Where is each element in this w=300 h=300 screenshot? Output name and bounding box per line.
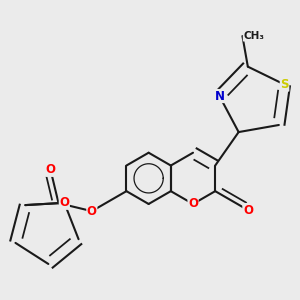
Text: O: O bbox=[188, 197, 198, 211]
Text: O: O bbox=[59, 196, 69, 209]
Text: N: N bbox=[214, 89, 224, 103]
Text: S: S bbox=[280, 78, 289, 91]
Text: CH₃: CH₃ bbox=[243, 31, 264, 41]
Text: O: O bbox=[243, 203, 253, 217]
Text: O: O bbox=[87, 205, 97, 218]
Text: O: O bbox=[46, 164, 56, 176]
